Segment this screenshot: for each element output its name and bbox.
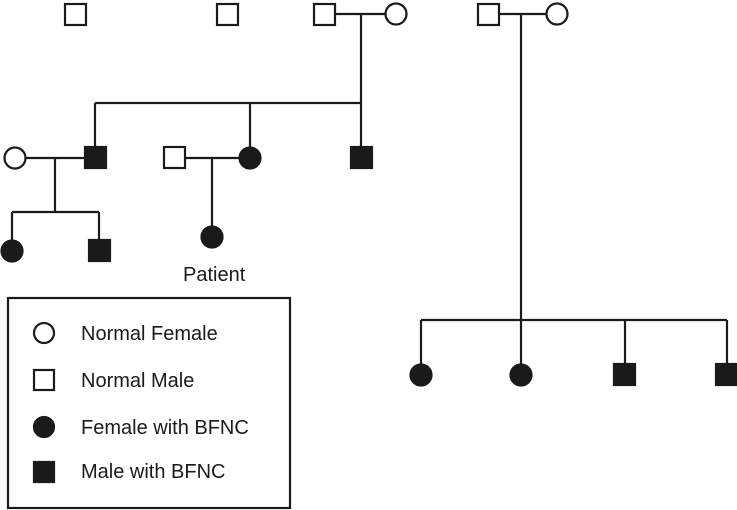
legend: Normal Female Normal Male Female with BF… <box>6 296 292 510</box>
g1-m4-normal-male <box>476 2 501 27</box>
g1-m1-normal-male <box>63 2 88 27</box>
legend-label-normal-female: Normal Female <box>81 323 218 345</box>
g1-m2-normal-male <box>215 2 240 27</box>
g2-f1-normal-female <box>3 146 27 170</box>
g2b-f1-affected-female <box>409 363 433 387</box>
legend-normal-female-icon <box>32 321 56 345</box>
legend-label-normal-male: Normal Male <box>81 370 194 392</box>
g2b-f2-affected-female <box>509 363 533 387</box>
g3-m1-affected-male <box>87 238 112 263</box>
g1-m3-normal-male <box>312 2 337 27</box>
pedigree-lines <box>10 12 729 364</box>
g2-m2-normal-male <box>162 145 187 170</box>
legend-label-affected-female: Female with BFNC <box>81 417 249 439</box>
g3-f2-patient-affected-female <box>200 225 224 249</box>
legend-affected-female-icon <box>32 415 56 439</box>
g1-f1-normal-female <box>384 2 408 26</box>
g2-f2-affected-female <box>238 146 262 170</box>
legend-normal-male-icon <box>32 368 56 392</box>
g1-f2-normal-female <box>545 2 569 26</box>
patient-label: Patient <box>183 264 246 286</box>
legend-affected-male-icon <box>32 460 56 484</box>
g2-m3-affected-male <box>349 145 374 170</box>
g3-f1-affected-female <box>0 239 24 263</box>
legend-label-affected-male: Male with BFNC <box>81 461 225 483</box>
g2b-m2-affected-male <box>714 362 737 387</box>
g2b-m1-affected-male <box>612 362 637 387</box>
g2-m1-affected-male <box>83 145 108 170</box>
